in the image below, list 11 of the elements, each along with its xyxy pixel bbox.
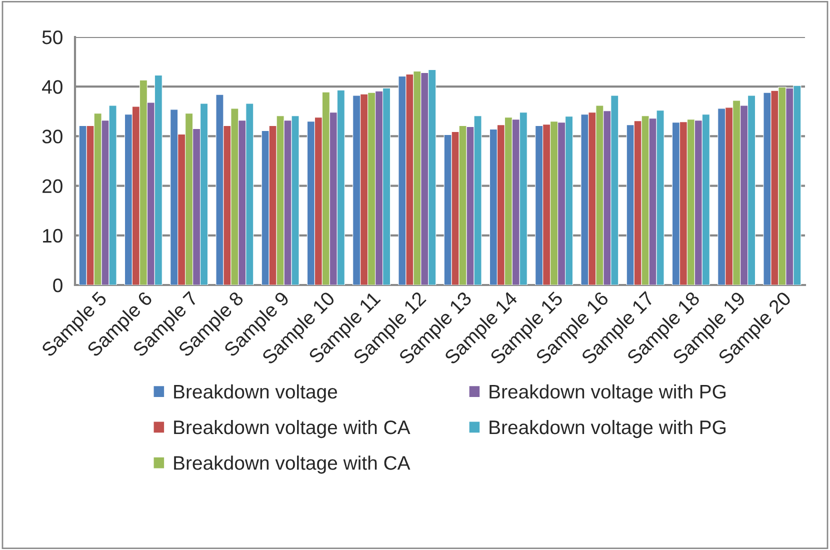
y-tick-label: 40 [42,80,62,94]
legend-label: Breakdown voltage with PG [490,420,726,438]
legend-label: Breakdown voltage with PG [490,384,726,402]
y-tick-label: 20 [42,179,62,194]
y-tick-label: 0 [53,278,62,292]
y-tick-label: 30 [42,130,62,144]
y-tick-label: 50 [42,30,62,44]
y-tick-label: 10 [43,228,62,243]
legend-label: Breakdown voltage with CA [174,420,410,438]
legend-label: Breakdown voltage with CA [174,456,410,474]
legend-label: Breakdown voltage [174,384,338,402]
